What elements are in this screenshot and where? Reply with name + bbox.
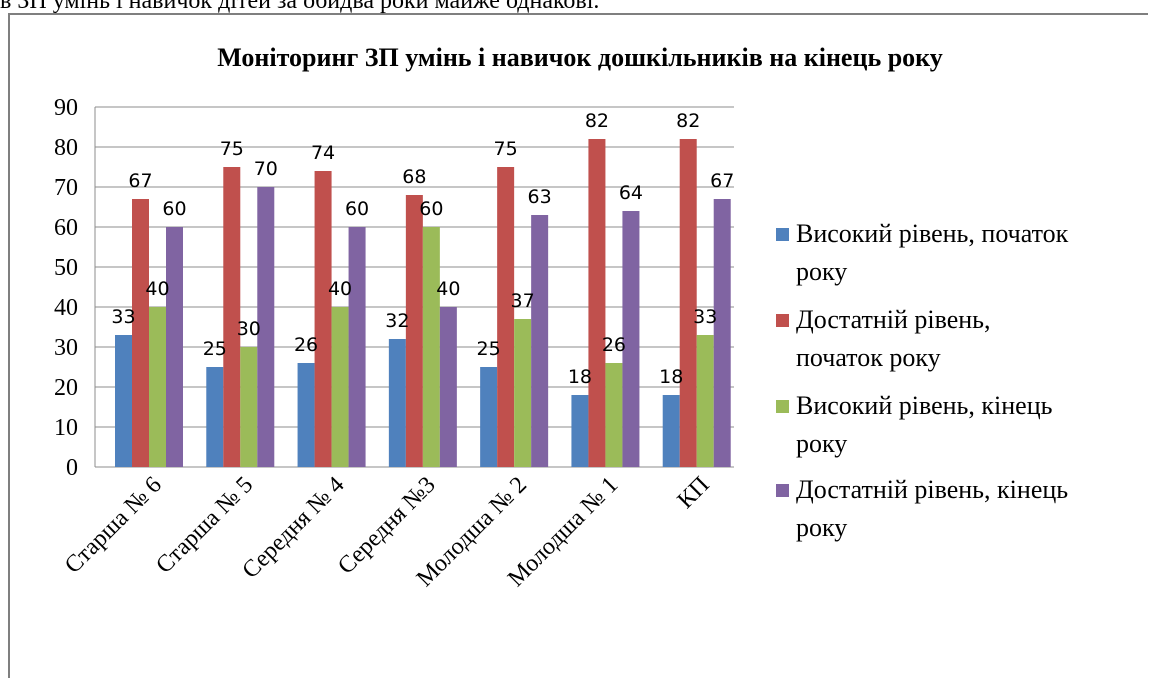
bar-series-3-1 — [149, 307, 166, 467]
x-tick-label: Старша № 6 — [60, 472, 167, 579]
bar-series-4-7 — [713, 199, 731, 467]
bar-series-2-6 — [588, 139, 606, 467]
legend-label: початок року — [796, 343, 941, 372]
legend-label: Високий рівень, кінець — [796, 391, 1053, 420]
bar-series-3-7 — [696, 335, 714, 467]
data-label: 25 — [477, 338, 501, 360]
data-label: 64 — [619, 182, 643, 204]
y-tick-label: 70 — [54, 175, 78, 201]
y-tick-label: 0 — [66, 455, 78, 481]
data-label: 18 — [568, 366, 592, 388]
data-label: 67 — [710, 170, 734, 192]
bar-series-1-5 — [480, 367, 498, 467]
data-label: 60 — [419, 198, 443, 220]
data-label: 26 — [602, 334, 626, 356]
data-label: 70 — [254, 158, 278, 180]
bar-series-2-2 — [223, 167, 241, 467]
data-label: 40 — [145, 278, 169, 300]
bar-series-3-4 — [422, 227, 440, 467]
top-text-fragment: в ЗП умінь і навичок дітей за обидва рок… — [0, 0, 600, 14]
data-label: 32 — [385, 310, 409, 332]
data-label: 30 — [237, 318, 261, 340]
bar-series-2-3 — [314, 171, 332, 467]
bar-series-3-2 — [240, 347, 258, 467]
data-labels: 33 25 26 32 25 18 18 67 75 74 68 75 82 82 40 30 40 60 37 26… — [111, 110, 734, 388]
x-tick-label: КП — [673, 472, 715, 514]
y-tick-label: 90 — [54, 95, 78, 121]
legend-label: року — [796, 429, 847, 458]
bar-series-3-3 — [331, 307, 349, 467]
data-label: 75 — [220, 138, 244, 160]
data-label: 40 — [436, 278, 460, 300]
data-label: 60 — [162, 198, 186, 220]
data-label: 25 — [203, 338, 227, 360]
bar-series-2-4 — [405, 195, 423, 467]
data-label: 40 — [328, 278, 352, 300]
legend-label: Достатній рівень, — [796, 305, 991, 334]
bar-series-4-2 — [257, 187, 275, 467]
data-label: 37 — [511, 290, 535, 312]
bar-series-4-6 — [622, 211, 640, 467]
bar-series-3-5 — [514, 319, 532, 467]
bar-series-4-3 — [348, 227, 366, 467]
legend-label: Високий рівень, початок — [796, 219, 1069, 248]
data-label: 74 — [311, 142, 335, 164]
data-label: 33 — [693, 306, 717, 328]
bar-series-1-2 — [206, 367, 224, 467]
y-tick-label: 40 — [54, 295, 78, 321]
bar-series-1-3 — [297, 363, 315, 467]
data-label: 26 — [294, 334, 318, 356]
bar-series-1-4 — [388, 339, 406, 467]
legend-swatch — [776, 400, 789, 413]
legend-swatch — [776, 484, 789, 497]
bar-series-1-6 — [571, 395, 589, 467]
data-label: 63 — [528, 186, 552, 208]
bar-series-1-7 — [662, 395, 680, 467]
y-axis: 0 10 20 30 40 50 60 70 80 90 — [54, 95, 734, 481]
y-tick-label: 80 — [54, 135, 78, 161]
bar-series-4-1 — [166, 227, 183, 467]
data-label: 75 — [494, 138, 518, 160]
data-label: 67 — [128, 170, 152, 192]
bar-series-2-1 — [132, 199, 149, 467]
y-tick-label: 60 — [54, 215, 78, 241]
data-label: 18 — [659, 366, 683, 388]
bar-series-4-4 — [439, 307, 457, 467]
y-tick-label: 50 — [54, 255, 78, 281]
chart-frame — [8, 13, 1148, 678]
legend-label: року — [796, 257, 847, 286]
legend-label: Достатній рівень, кінець — [796, 475, 1068, 504]
data-label: 60 — [345, 198, 369, 220]
bar-series-2-7 — [679, 139, 697, 467]
chart-title: Моніторинг ЗП умінь і навичок дошкільник… — [217, 43, 943, 72]
data-label: 68 — [402, 166, 426, 188]
y-tick-label: 30 — [54, 335, 78, 361]
bar-series-2-5 — [497, 167, 515, 467]
data-label: 82 — [676, 110, 700, 132]
data-label: 33 — [111, 306, 135, 328]
legend-label: року — [796, 513, 847, 542]
legend: Високий рівень, початок року Достатній рів… — [776, 219, 1069, 542]
y-tick-label: 20 — [54, 375, 78, 401]
y-tick-label: 10 — [54, 415, 78, 441]
legend-swatch — [776, 314, 789, 327]
legend-swatch — [776, 228, 789, 241]
bar-series-3-6 — [605, 363, 623, 467]
bars — [115, 139, 731, 467]
data-label: 82 — [585, 110, 609, 132]
bar-series-1-1 — [115, 335, 132, 467]
bar-series-4-5 — [531, 215, 549, 467]
